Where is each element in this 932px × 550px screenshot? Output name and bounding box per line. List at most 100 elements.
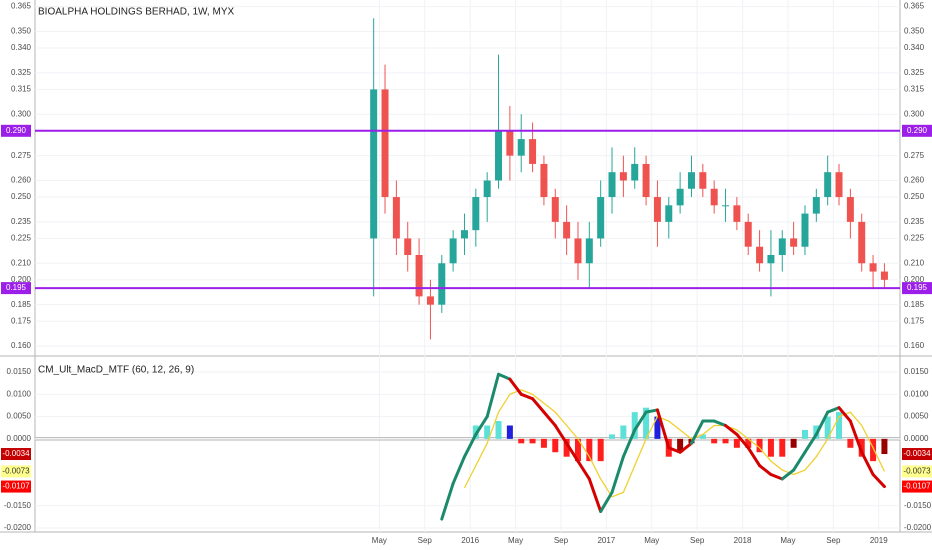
y-tick-label-left: 0.225 xyxy=(11,234,32,243)
macd-line-segment xyxy=(814,410,830,436)
x-tick-label: Sep xyxy=(554,536,569,545)
histogram-bar xyxy=(711,438,718,444)
value-label: 0.290 xyxy=(6,126,27,135)
candle-body xyxy=(665,205,673,222)
x-tick-label: Sep xyxy=(826,536,841,545)
y-tick-label-left: 0.0050 xyxy=(7,412,32,421)
x-tick-label: 2017 xyxy=(597,536,615,545)
candle-body xyxy=(472,197,480,231)
macd-line-segment xyxy=(803,432,818,454)
macd-line-segment xyxy=(553,424,569,445)
macd-line-segment xyxy=(655,408,671,450)
x-tick-label: May xyxy=(780,536,795,545)
y-tick-label-right: 0.185 xyxy=(904,300,925,309)
candle-body xyxy=(778,238,786,255)
candle-body xyxy=(687,172,695,189)
histogram-bar xyxy=(563,438,570,457)
value-label-box xyxy=(1,465,31,478)
y-tick-label-left: 0.315 xyxy=(11,85,32,94)
histogram-bar xyxy=(529,438,536,444)
value-label: 0.290 xyxy=(907,126,928,135)
y-tick-label-left: 0.200 xyxy=(11,275,32,284)
value-label-box xyxy=(902,282,932,295)
value-label: 0.195 xyxy=(907,283,928,292)
macd-line-segment xyxy=(848,419,864,454)
value-label-box xyxy=(902,124,932,137)
macd-line-segment xyxy=(644,408,659,414)
histogram-bar xyxy=(495,421,502,439)
candle-body xyxy=(551,197,559,222)
y-tick-label-right: 0.300 xyxy=(904,109,925,118)
y-tick-label-right: -0.0200 xyxy=(904,523,932,532)
macd-line-segment xyxy=(667,446,682,454)
macd-line-segment xyxy=(497,372,512,381)
macd-line-segment xyxy=(440,481,455,521)
candle-body xyxy=(449,238,457,264)
macd-line-segment xyxy=(837,406,852,423)
macd-line-segment xyxy=(474,415,489,436)
histogram-bar xyxy=(767,438,774,457)
y-tick-label-left: 0.185 xyxy=(11,300,32,309)
value-label: -0.0107 xyxy=(903,482,931,491)
histogram-bar xyxy=(484,425,491,439)
macd-line-segment xyxy=(769,473,784,481)
histogram-bar xyxy=(779,438,786,457)
candle-body xyxy=(642,163,650,198)
histogram-bar xyxy=(654,416,661,439)
x-tick-label: Sep xyxy=(690,536,705,545)
macd-line-segment xyxy=(485,372,501,419)
macd-line-segment xyxy=(724,424,739,436)
candle-body xyxy=(631,163,639,181)
candle-body xyxy=(415,254,423,297)
x-tick-label: May xyxy=(372,536,387,545)
macd-line-segment xyxy=(462,432,478,459)
macd-line-segment xyxy=(689,419,705,445)
candle-body xyxy=(370,89,378,239)
candle-body xyxy=(835,172,843,198)
value-label: -0.0034 xyxy=(903,449,931,458)
y-tick-label-left: -0.0150 xyxy=(4,501,32,510)
histogram-bar xyxy=(609,434,616,439)
candle-body xyxy=(676,188,684,206)
macd-line-segment xyxy=(746,446,762,468)
macd-line-segment xyxy=(871,473,886,489)
macd-line-segment xyxy=(542,410,557,428)
value-label-box xyxy=(1,124,31,137)
y-tick-label-right: 0.350 xyxy=(904,27,925,36)
x-tick-label: 2018 xyxy=(734,536,752,545)
histogram-bar xyxy=(756,438,763,453)
y-tick-label-right: 0.225 xyxy=(904,234,925,243)
y-tick-label-right: 0.0050 xyxy=(904,412,929,421)
histogram-bar xyxy=(552,438,559,453)
candle-body xyxy=(801,213,809,247)
x-tick-label: 2016 xyxy=(461,536,479,545)
candle-body xyxy=(790,238,798,247)
histogram-bar xyxy=(631,412,638,439)
y-tick-label-left: 0.160 xyxy=(11,341,32,350)
y-tick-label-right: 0.340 xyxy=(904,43,925,52)
histogram-bar xyxy=(620,425,627,439)
histogram-bar xyxy=(722,438,729,444)
candle-body xyxy=(426,296,434,305)
macd-line-segment xyxy=(610,455,625,494)
y-tick-label-right: 0.275 xyxy=(904,151,925,160)
histogram-bar xyxy=(518,438,525,444)
candle-body xyxy=(880,271,888,280)
candle-body xyxy=(699,172,707,189)
macd-line-segment xyxy=(712,419,728,428)
value-label: -0.0034 xyxy=(2,449,30,458)
histogram-bar xyxy=(540,438,547,448)
chart-title: BIOALPHA HOLDINGS BERHAD, 1W, MYX xyxy=(38,7,234,18)
histogram-bar xyxy=(699,434,706,439)
histogram-bar xyxy=(858,438,865,457)
x-tick-label: May xyxy=(508,536,523,545)
y-tick-label-left: 0.350 xyxy=(11,27,32,36)
value-label-box xyxy=(1,282,31,295)
macd-line-segment xyxy=(508,377,523,396)
y-tick-label-right: 0.260 xyxy=(904,176,925,185)
value-label: -0.0107 xyxy=(2,482,30,491)
y-tick-label-right: 0.0000 xyxy=(904,434,929,443)
x-tick-label: 2019 xyxy=(870,536,888,545)
